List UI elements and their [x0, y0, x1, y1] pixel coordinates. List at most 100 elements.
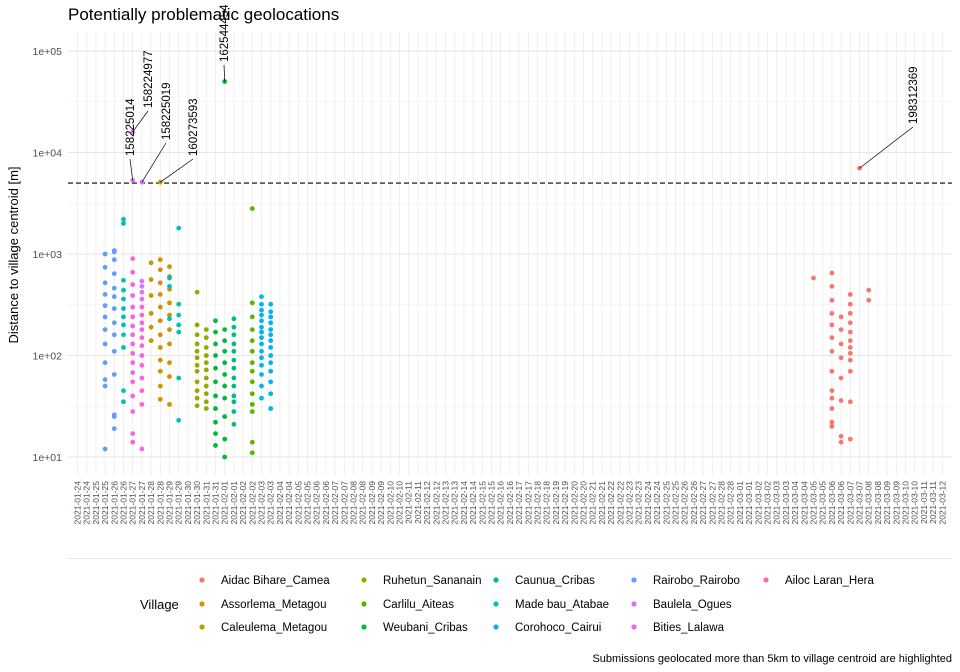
- x-tick-label: 2021-02-12: [422, 481, 432, 525]
- data-point: [231, 341, 237, 347]
- data-point: [139, 304, 145, 310]
- x-tick-label: 2021-03-09: [891, 481, 901, 525]
- x-tick-label: 2021-02-13: [450, 481, 460, 525]
- data-point: [148, 310, 154, 316]
- x-tick-label: 2021-01-29: [174, 481, 184, 525]
- data-point: [148, 338, 154, 344]
- data-point: [838, 355, 844, 361]
- x-tick-label: 2021-03-02: [753, 481, 763, 525]
- data-point: [130, 304, 136, 310]
- data-point: [231, 348, 237, 354]
- x-tick-label: 2021-02-21: [588, 481, 598, 525]
- data-point: [268, 327, 274, 332]
- x-tick-label: 2021-02-02: [238, 481, 248, 525]
- data-point: [249, 314, 255, 320]
- x-tick-label: 2021-02-03: [257, 481, 267, 525]
- data-point: [157, 345, 163, 350]
- data-point: [203, 391, 209, 397]
- data-point: [268, 353, 274, 358]
- y-tick-label: 1e+03: [33, 249, 63, 261]
- y-axis-label: Distance to village centroid [m]: [6, 166, 21, 343]
- data-point: [231, 375, 237, 381]
- x-tick-label: 2021-02-19: [551, 481, 561, 525]
- data-point: [194, 395, 200, 401]
- data-point: [847, 368, 853, 374]
- y-tick-label: 1e+02: [33, 351, 63, 363]
- data-point: [231, 409, 237, 415]
- x-tick-label: 2021-02-19: [560, 481, 570, 525]
- x-tick-label: 2021-02-02: [247, 481, 257, 525]
- x-tick-label: 2021-02-10: [395, 481, 405, 525]
- data-point: [829, 322, 835, 328]
- x-tick-label: 2021-03-05: [818, 481, 828, 525]
- annotation-label: 160273593: [188, 98, 200, 156]
- data-point: [194, 362, 200, 368]
- data-point: [130, 393, 136, 399]
- data-point: [111, 426, 117, 432]
- x-tick-label: 2021-01-30: [183, 481, 193, 525]
- data-point: [111, 332, 117, 338]
- data-point: [838, 433, 844, 439]
- data-point: [167, 275, 172, 281]
- data-point: [130, 293, 136, 298]
- data-points: [102, 79, 872, 460]
- legend-key: [361, 601, 367, 607]
- data-point: [139, 446, 145, 452]
- legend-key: [493, 577, 499, 583]
- x-tick-label: 2021-01-29: [165, 481, 175, 525]
- legend: Aidac Bihare_Camea Assorlema_Metagou Caleu…: [199, 575, 874, 634]
- data-point: [268, 379, 274, 385]
- data-point: [102, 264, 108, 270]
- data-point: [249, 409, 255, 415]
- x-tick-label: 2021-02-25: [671, 481, 681, 525]
- data-point: [157, 332, 163, 338]
- data-point: [847, 329, 853, 335]
- x-tick-label: 2021-02-28: [726, 481, 736, 525]
- legend-label: Caunua_Cribas: [515, 575, 595, 587]
- x-tick-label: 2021-02-22: [606, 481, 616, 525]
- data-point: [139, 312, 145, 318]
- x-tick-label: 2021-03-05: [809, 481, 819, 525]
- chart-caption: Submissions geolocated more than 5km to …: [592, 653, 952, 665]
- data-point: [222, 436, 228, 442]
- data-point: [249, 439, 255, 445]
- data-point: [268, 360, 274, 366]
- data-point: [176, 322, 182, 328]
- data-point: [130, 269, 136, 275]
- data-point: [829, 395, 835, 401]
- data-point: [157, 318, 163, 324]
- legend-label: Bities_Lalawa: [653, 622, 725, 634]
- data-point: [121, 306, 126, 311]
- data-point: [847, 436, 853, 442]
- annotation-leader: [132, 110, 149, 132]
- x-tick-label: 2021-02-24: [652, 481, 662, 525]
- data-point: [259, 395, 264, 401]
- data-point: [838, 341, 844, 347]
- data-point: [249, 391, 255, 397]
- data-point: [222, 395, 228, 401]
- data-point: [139, 353, 145, 358]
- x-tick-label: 2021-02-09: [367, 481, 377, 525]
- data-point: [130, 350, 136, 356]
- data-point: [130, 409, 136, 415]
- legend-key: [199, 624, 205, 630]
- data-point: [268, 338, 274, 344]
- data-point: [176, 225, 182, 231]
- data-point: [139, 179, 145, 185]
- data-point: [157, 396, 163, 402]
- data-point: [167, 312, 172, 318]
- data-point: [121, 296, 126, 302]
- legend-label: Weubani_Cribas: [383, 622, 468, 634]
- data-point: [111, 285, 117, 291]
- data-point: [139, 388, 145, 394]
- x-tick-label: 2021-01-24: [73, 481, 83, 525]
- x-tick-label: 2021-03-03: [772, 481, 782, 525]
- data-point: [847, 357, 853, 363]
- data-point: [249, 401, 255, 407]
- x-tick-label: 2021-02-12: [431, 481, 441, 525]
- data-point: [194, 355, 200, 361]
- x-tick-label: 2021-02-26: [689, 481, 699, 525]
- data-point: [829, 388, 835, 394]
- data-point: [111, 306, 117, 311]
- data-point: [222, 348, 228, 354]
